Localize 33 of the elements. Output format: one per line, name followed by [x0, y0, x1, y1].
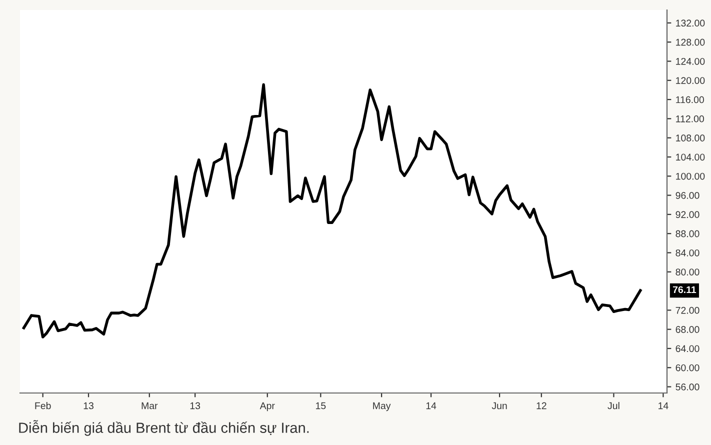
y-tick-label: 100.00 — [676, 172, 705, 180]
y-tick-label: 104.00 — [676, 154, 705, 161]
y-tick-label: 96.00 — [676, 192, 700, 199]
y-tick-label: 132.00 — [676, 20, 705, 27]
y-tick-label: 88.00 — [676, 230, 700, 238]
x-tick-label: Apr — [260, 402, 275, 412]
y-tick-label: 108.00 — [676, 134, 705, 142]
x-tick-label: Jul — [608, 402, 620, 410]
y-tick-label: 120.00 — [676, 77, 705, 84]
x-tick-label: 15 — [316, 402, 326, 410]
text: Diễn biến giá dầu Brent từ đầu chiến sự Iran. — [19, 420, 309, 436]
y-tick-label: 72.00 — [676, 306, 700, 314]
x-tick-label: Feb — [35, 402, 51, 410]
x-tick-label: 12 — [536, 402, 546, 410]
x-tick-label: Jun — [492, 402, 507, 410]
y-tick-label: 116.00 — [676, 96, 704, 104]
text: 76.11 — [672, 286, 696, 294]
x-tick-label: 14 — [658, 402, 668, 410]
y-tick-label: 112.00 — [676, 115, 704, 122]
y-tick-label: 124.00 — [676, 58, 705, 65]
x-tick-label: May — [373, 402, 391, 412]
y-tick-label: 68.00 — [676, 326, 700, 333]
y-tick-label: 80.00 — [676, 268, 700, 276]
x-tick-label: 13 — [84, 402, 94, 410]
y-tick-label: 60.00 — [676, 364, 700, 372]
y-tick-label: 56.00 — [676, 384, 700, 390]
x-tick-label: Mar — [142, 402, 158, 410]
y-tick-label: 64.00 — [676, 345, 700, 352]
x-tick-label: 14 — [426, 402, 436, 410]
x-tick-label: 13 — [190, 402, 200, 410]
y-tick-label: 92.00 — [676, 211, 700, 218]
y-tick-label: 128.00 — [676, 38, 705, 46]
y-tick-label: 84.00 — [676, 249, 700, 256]
